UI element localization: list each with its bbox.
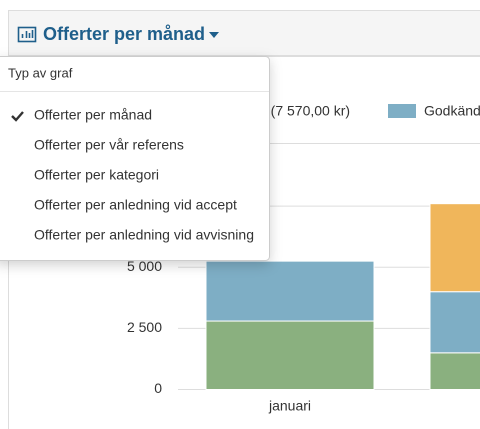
chart-icon [17, 26, 37, 43]
legend-swatch [388, 104, 416, 118]
bar-segment [429, 352, 480, 391]
menu-item[interactable]: Offerter per vår referens [34, 137, 184, 153]
chart-type-toggle[interactable]: Offerter per månad [43, 24, 205, 44]
header-panel [8, 10, 480, 56]
y-tick-label: 0 [154, 380, 162, 396]
bar-segment [205, 260, 375, 322]
bar-segment [205, 320, 375, 391]
bar-segment [429, 203, 480, 293]
check-mark [11, 111, 24, 122]
menu-box [0, 56, 270, 261]
x-tick-label: januari [268, 398, 311, 414]
legend-label: Godkänd [424, 103, 480, 119]
y-tick-label: 2 500 [127, 319, 162, 335]
menu-heading: Typ av graf [8, 65, 73, 80]
menu-item[interactable]: Offerter per kategori [34, 167, 159, 183]
menu-item[interactable]: Offerter per månad [34, 107, 152, 123]
bar-segment [429, 291, 480, 354]
caret[interactable] [209, 32, 219, 38]
legend-label: e (7 570,00 kr) [259, 103, 350, 119]
menu-item[interactable]: Offerter per anledning vid avvisning [34, 227, 254, 243]
menu-item[interactable]: Offerter per anledning vid accept [34, 197, 237, 213]
y-tick-label: 5 000 [127, 258, 162, 274]
menu-items: Offerter per månad Offerter per vår refer… [11, 107, 254, 243]
